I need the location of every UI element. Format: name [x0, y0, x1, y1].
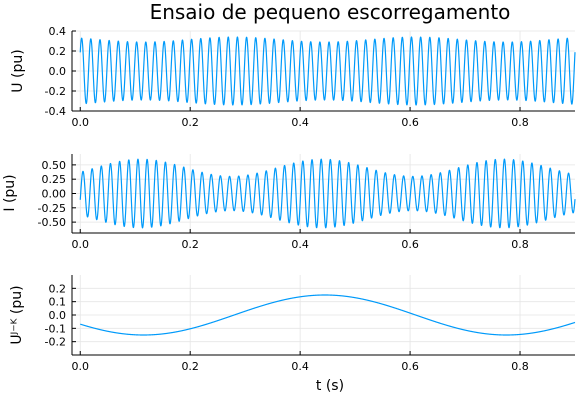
voltage-x-tick-label: 0.6 [401, 116, 419, 129]
voltage-jk-grid [72, 275, 575, 355]
voltage-jk-panel: 0.0 0.2 0.4 0.6 0.8-0.2-0.10.00.10.2 Uᴶ⁻ᴷ (p… [9, 275, 576, 394]
voltage-x-tick-label: 0.2 [181, 116, 199, 129]
voltage-series-line [79, 36, 576, 106]
voltage-jk-series-line [79, 294, 576, 336]
voltage-jk-series [79, 294, 576, 336]
current-y-tick-label: -0.25 [38, 202, 66, 215]
voltage-jk-x-tick-label: 0.0 [71, 360, 89, 373]
current-panel: 0.0 0.2 0.4 0.6 0.8 -0.50-0.250.00 0.250.50 I … [2, 154, 576, 251]
voltage-jk-x-tick-label: 0.4 [291, 360, 309, 373]
voltage-y-tick-label: -0.4 [45, 105, 66, 118]
voltage-y-tick-label: 0.2 [49, 45, 67, 58]
voltage-x-tick-label: 0.0 [71, 116, 89, 129]
voltage-y-tick-label: 0.0 [49, 65, 67, 78]
voltage-jk-y-tick-label: 0.0 [49, 309, 67, 322]
current-axes: 0.0 0.2 0.4 0.6 0.8 -0.50-0.250.00 0.250.50 [38, 154, 575, 251]
voltage-jk-y-tick-label: 0.1 [49, 296, 67, 309]
current-y-tick-label: 0.50 [42, 159, 67, 172]
chart-title: Ensaio de pequeno escorregamento [150, 0, 511, 24]
voltage-x-tick-label: 0.4 [291, 116, 309, 129]
current-y-tick-label: 0.25 [42, 173, 67, 186]
voltage-y-axis-label: U (pu) [10, 49, 26, 92]
current-x-tick-label: 0.6 [401, 238, 419, 251]
current-y-tick-label: 0.00 [42, 188, 67, 201]
current-y-tick-label: -0.50 [38, 216, 66, 229]
voltage-series [79, 36, 576, 106]
voltage-jk-x-tick-label: 0.6 [401, 360, 419, 373]
current-x-tick-label: 0.2 [181, 238, 199, 251]
voltage-jk-x-tick-label: 0.2 [181, 360, 199, 373]
voltage-jk-axes: 0.0 0.2 0.4 0.6 0.8-0.2-0.10.00.10.2 [45, 275, 575, 373]
current-y-axis-label: I (pu) [2, 174, 18, 211]
voltage-jk-y-tick-label: -0.1 [45, 322, 66, 335]
voltage-jk-x-tick-label: 0.8 [511, 360, 529, 373]
current-x-tick-label: 0.4 [291, 238, 309, 251]
time-x-axis-label: t (s) [316, 378, 344, 394]
current-x-tick-label: 0.0 [71, 238, 89, 251]
voltage-jk-y-tick-label: 0.2 [49, 282, 67, 295]
voltage-x-tick-label: 0.8 [511, 116, 529, 129]
voltage-jk-y-axis-label: Uᴶ⁻ᴷ (pu) [9, 285, 25, 344]
voltage-jk-y-tick-label: -0.2 [45, 336, 66, 349]
current-series-line [79, 158, 576, 229]
voltage-y-tick-label: 0.4 [49, 25, 67, 38]
current-series [79, 158, 576, 229]
voltage-panel: 0.0 0.2 0.4 0.6 0.8 -0.4 -0.2 0.0 0.2 0.4 U (pu) [10, 25, 576, 129]
voltage-axes: 0.0 0.2 0.4 0.6 0.8 -0.4 -0.2 0.0 0.2 0.4 [45, 25, 575, 129]
current-x-tick-label: 0.8 [511, 238, 529, 251]
voltage-y-tick-label: -0.2 [45, 85, 66, 98]
